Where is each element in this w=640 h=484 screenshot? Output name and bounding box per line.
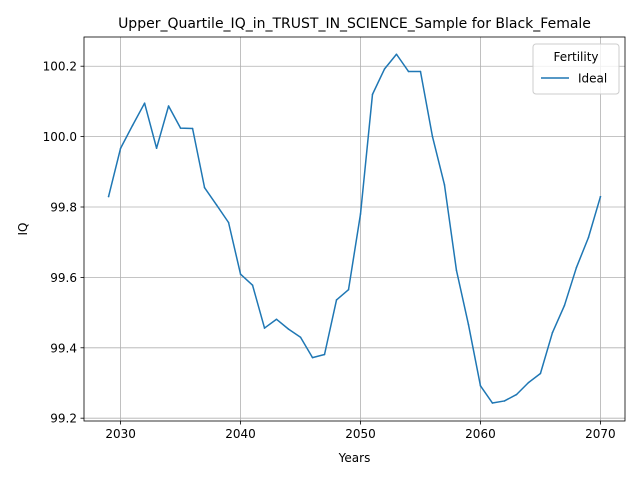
data-point: [479, 385, 482, 387]
data-point: [143, 102, 146, 104]
data-point: [575, 266, 578, 269]
data-point: [539, 372, 542, 375]
legend-entry-ideal: Ideal: [578, 72, 607, 86]
data-point: [179, 127, 182, 129]
data-point: [443, 184, 446, 186]
y-tick-label: 99.8: [50, 201, 77, 215]
data-point: [215, 204, 218, 206]
data-point: [551, 331, 554, 334]
y-tick-label: 99.2: [50, 412, 77, 426]
legend: Fertility Ideal: [532, 43, 620, 95]
data-point: [515, 393, 518, 396]
data-point: [371, 93, 374, 96]
data-point: [311, 356, 314, 359]
legend-title: Fertility: [553, 50, 598, 64]
data-point: [407, 70, 410, 73]
data-point: [527, 381, 530, 384]
data-point: [335, 299, 338, 301]
ticks: 2030 2040 2050 2060 2070 99.2 99.4 99.6 99.8 100.…: [43, 60, 616, 441]
data-point: [467, 323, 470, 326]
data-point: [395, 53, 398, 55]
x-tick-label: 2040: [225, 427, 256, 441]
data-point: [431, 135, 434, 138]
data-point: [227, 221, 230, 224]
series-line-ideal: [107, 53, 602, 404]
data-point: [599, 196, 602, 198]
data-point: [119, 147, 122, 149]
data-point: [167, 105, 170, 107]
legend-box: [532, 43, 620, 95]
plot-area: [84, 37, 625, 421]
data-point: [299, 336, 302, 338]
data-point: [323, 353, 326, 356]
data-point: [239, 273, 242, 275]
data-point: [455, 269, 458, 272]
y-tick-label: 99.4: [50, 341, 77, 355]
series-layer: [107, 53, 602, 404]
data-point: [287, 328, 290, 330]
x-tick-label: 2070: [585, 427, 616, 441]
y-axis-label: IQ: [16, 223, 30, 236]
y-tick-label: 100.2: [43, 60, 77, 74]
data-point: [107, 195, 110, 198]
data-point: [587, 236, 590, 239]
data-point: [383, 68, 386, 70]
data-point: [263, 327, 266, 329]
data-point: [491, 402, 494, 404]
y-tick-label: 99.6: [50, 271, 77, 285]
data-point: [191, 127, 194, 130]
data-point: [131, 124, 134, 127]
data-point: [347, 288, 350, 291]
y-tick-label: 100.0: [43, 130, 77, 144]
chart-title: Upper_Quartile_IQ_in_TRUST_IN_SCIENCE_Sa…: [118, 16, 591, 32]
grid: [84, 37, 625, 421]
data-point: [275, 318, 278, 321]
data-point: [203, 186, 206, 189]
x-tick-label: 2030: [105, 427, 136, 441]
data-point: [155, 147, 158, 149]
x-axis-label: Years: [338, 451, 371, 465]
data-point: [251, 284, 254, 286]
data-point: [419, 70, 422, 73]
data-point: [563, 304, 566, 307]
plot-frame: [83, 36, 626, 422]
data-point: [359, 213, 362, 215]
x-tick-label: 2050: [345, 427, 376, 441]
data-point: [503, 400, 506, 402]
x-tick-label: 2060: [465, 427, 496, 441]
